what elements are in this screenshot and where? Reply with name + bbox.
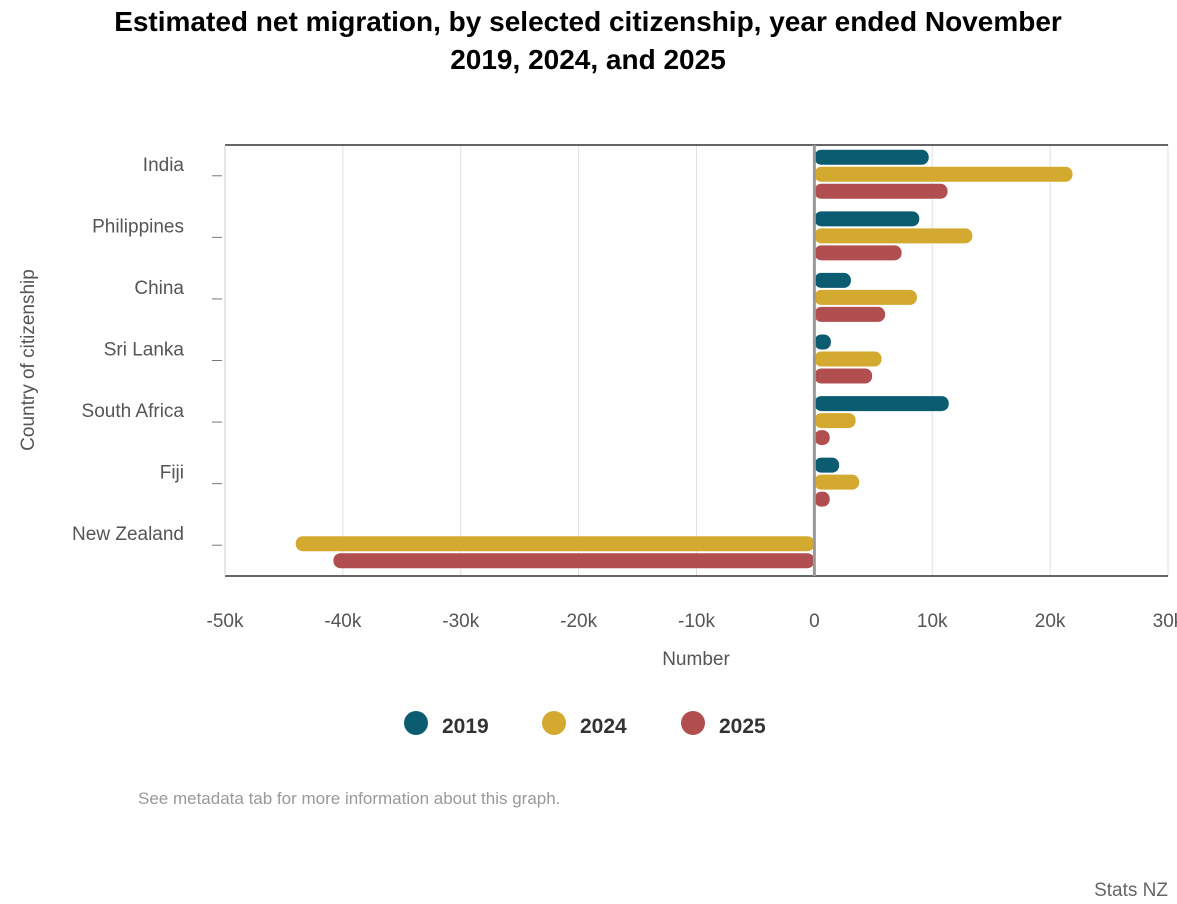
bar-2024-philippines[interactable]: [814, 228, 973, 244]
x-tick-label: 20k: [1035, 611, 1066, 632]
bar-2025-china[interactable]: [814, 306, 886, 322]
bar-2024-china[interactable]: [814, 289, 917, 305]
x-tick-label: -40k: [324, 611, 361, 632]
bar-2025-india[interactable]: [814, 183, 948, 199]
bar-2025-new-zealand[interactable]: [333, 553, 815, 569]
bar-2025-south-africa[interactable]: [814, 430, 830, 446]
legend-marker: [404, 711, 428, 735]
bar-2024-new-zealand[interactable]: [295, 536, 815, 552]
bar-2025-fiji[interactable]: [814, 491, 830, 507]
y-tick-label: South Africa: [82, 401, 185, 422]
legend-marker: [542, 711, 566, 735]
bar-2024-india[interactable]: [814, 166, 1073, 182]
x-tick-label: 30k: [1153, 611, 1177, 632]
x-tick-label: -30k: [442, 611, 479, 632]
bar-2024-south-africa[interactable]: [814, 413, 856, 429]
bar-2019-south-africa[interactable]: [814, 396, 949, 412]
legend-label: 2024: [580, 715, 627, 738]
bar-2025-sri-lanka[interactable]: [814, 368, 873, 384]
x-tick-label: 0: [809, 611, 820, 632]
x-tick-label: -20k: [560, 611, 597, 632]
x-axis-label: Number: [662, 649, 730, 670]
y-axis-label: Country of citizenship: [18, 269, 39, 451]
y-tick-label: New Zealand: [72, 524, 184, 545]
x-tick-label: -10k: [678, 611, 715, 632]
bar-2025-philippines[interactable]: [814, 245, 902, 261]
bar-2019-india[interactable]: [814, 149, 929, 165]
bar-2019-china[interactable]: [814, 272, 851, 288]
bar-2019-fiji[interactable]: [814, 457, 840, 473]
chart-title-line-1: Estimated net migration, by selected cit…: [114, 6, 1062, 37]
chart-title-line-2: 2019, 2024, and 2025: [450, 44, 726, 75]
y-tick-label: Fiji: [160, 463, 184, 484]
bar-2024-sri-lanka[interactable]: [814, 351, 882, 367]
legend-item-2019[interactable]: 2019: [404, 711, 489, 738]
x-tick-label: 10k: [917, 611, 948, 632]
legend-marker: [681, 711, 705, 735]
y-tick-label: Philippines: [92, 216, 184, 237]
y-tick-label: Sri Lanka: [104, 340, 185, 361]
legend-label: 2019: [442, 715, 489, 738]
y-tick-label: India: [143, 155, 185, 176]
credit: Stats NZ: [1094, 880, 1168, 901]
bar-2019-philippines[interactable]: [814, 211, 920, 227]
legend-item-2024[interactable]: 2024: [542, 711, 627, 738]
legend-label: 2025: [719, 715, 766, 738]
bar-2024-fiji[interactable]: [814, 474, 860, 490]
bar-2019-sri-lanka[interactable]: [814, 334, 831, 350]
metadata-note: See metadata tab for more information ab…: [138, 789, 560, 808]
y-tick-label: China: [134, 278, 184, 299]
x-tick-label: -50k: [207, 611, 244, 632]
legend-item-2025[interactable]: 2025: [681, 711, 766, 738]
